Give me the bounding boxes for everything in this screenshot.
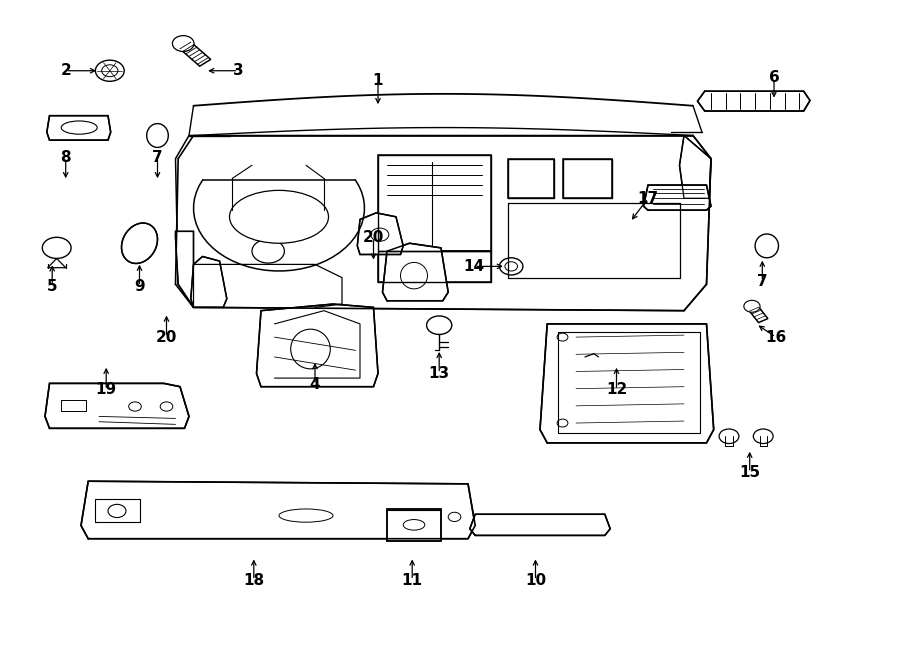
Polygon shape xyxy=(81,481,475,539)
Circle shape xyxy=(557,333,568,341)
Text: 2: 2 xyxy=(60,63,71,78)
Text: 6: 6 xyxy=(769,71,779,85)
Text: 7: 7 xyxy=(757,274,768,289)
Polygon shape xyxy=(540,324,714,443)
Polygon shape xyxy=(191,256,227,307)
Circle shape xyxy=(412,512,425,522)
Circle shape xyxy=(505,262,518,271)
Polygon shape xyxy=(177,40,211,66)
Circle shape xyxy=(95,60,124,81)
Circle shape xyxy=(102,65,118,77)
Text: 16: 16 xyxy=(765,330,787,344)
Text: 15: 15 xyxy=(739,465,760,480)
Text: 17: 17 xyxy=(637,191,659,206)
Text: 19: 19 xyxy=(95,383,117,397)
Circle shape xyxy=(252,239,284,263)
Ellipse shape xyxy=(403,520,425,530)
Polygon shape xyxy=(256,304,378,387)
Polygon shape xyxy=(508,159,554,198)
Circle shape xyxy=(129,402,141,411)
Text: 12: 12 xyxy=(606,383,627,397)
Polygon shape xyxy=(382,243,448,301)
Polygon shape xyxy=(470,514,610,535)
Circle shape xyxy=(108,504,126,518)
Polygon shape xyxy=(378,251,491,282)
Circle shape xyxy=(427,316,452,334)
Ellipse shape xyxy=(755,234,778,258)
Polygon shape xyxy=(357,213,403,254)
Text: 8: 8 xyxy=(60,150,71,165)
Polygon shape xyxy=(45,383,189,428)
Polygon shape xyxy=(47,116,111,140)
Circle shape xyxy=(371,228,389,241)
Text: 7: 7 xyxy=(152,150,163,165)
Ellipse shape xyxy=(61,121,97,134)
Circle shape xyxy=(743,300,760,312)
Ellipse shape xyxy=(291,329,330,369)
Circle shape xyxy=(719,429,739,444)
Text: 20: 20 xyxy=(363,231,384,245)
Text: 10: 10 xyxy=(525,573,546,588)
Ellipse shape xyxy=(279,509,333,522)
Text: 14: 14 xyxy=(464,259,485,274)
Ellipse shape xyxy=(230,190,328,243)
Ellipse shape xyxy=(400,262,428,289)
Polygon shape xyxy=(176,231,194,307)
Text: 4: 4 xyxy=(310,377,320,392)
Text: 18: 18 xyxy=(243,573,265,588)
Polygon shape xyxy=(680,136,711,198)
Circle shape xyxy=(173,36,194,52)
Circle shape xyxy=(448,512,461,522)
Circle shape xyxy=(557,419,568,427)
Ellipse shape xyxy=(147,124,168,147)
Polygon shape xyxy=(378,155,491,251)
Text: 9: 9 xyxy=(134,279,145,293)
Text: 3: 3 xyxy=(233,63,244,78)
Polygon shape xyxy=(562,159,612,198)
Polygon shape xyxy=(698,91,810,111)
Circle shape xyxy=(500,258,523,275)
Text: 11: 11 xyxy=(401,573,423,588)
Circle shape xyxy=(42,237,71,258)
Text: 13: 13 xyxy=(428,366,450,381)
Polygon shape xyxy=(747,304,768,323)
Polygon shape xyxy=(122,223,158,264)
Text: 5: 5 xyxy=(47,279,58,293)
Text: 1: 1 xyxy=(373,73,383,88)
Circle shape xyxy=(753,429,773,444)
Polygon shape xyxy=(387,509,441,541)
Circle shape xyxy=(160,402,173,411)
Text: 20: 20 xyxy=(156,330,177,344)
Polygon shape xyxy=(176,136,711,311)
Polygon shape xyxy=(644,185,711,210)
